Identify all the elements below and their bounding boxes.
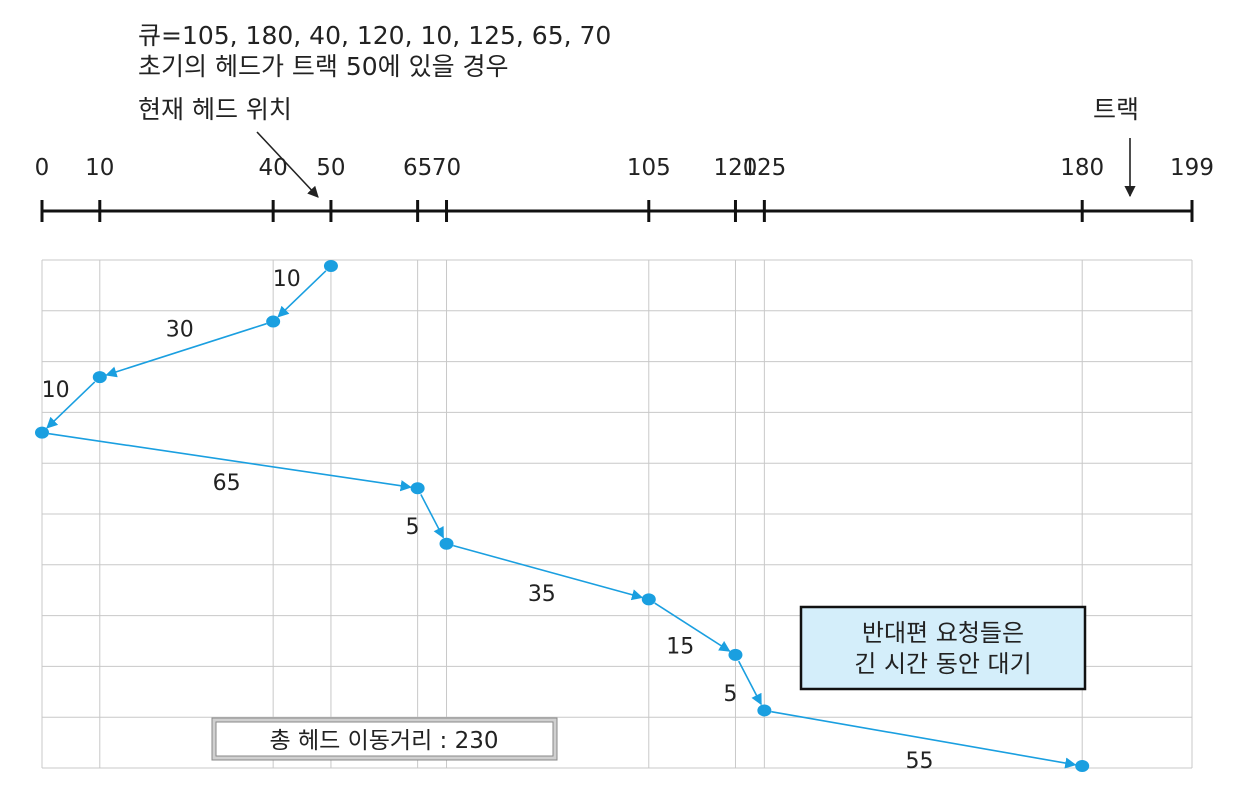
seek-point-10 <box>92 371 107 384</box>
tick-label-0: 0 <box>35 155 50 181</box>
current-head-pointer-arrow <box>256 131 319 198</box>
total-distance-box: 총 헤드 이동거리 : 230 <box>211 717 558 761</box>
callout-line-1: 반대편 요청들은 <box>862 619 1024 647</box>
total-distance-frame <box>215 721 554 757</box>
seek-point-50 <box>323 260 338 272</box>
distance-label: 35 <box>528 582 556 607</box>
callout-box <box>799 605 1087 691</box>
grid <box>41 259 1193 769</box>
track-label: 트랙 <box>1093 95 1139 124</box>
axis-ticks <box>40 200 1194 222</box>
seek-point-70 <box>439 537 454 550</box>
seek-segment <box>48 432 412 492</box>
callout-line-2: 긴 시간 동안 대기 <box>854 650 1031 678</box>
distance-label: 55 <box>905 749 933 774</box>
seek-segment <box>46 381 96 429</box>
distance-label: 65 <box>213 471 241 496</box>
seek-segment <box>453 544 644 601</box>
seek-segment <box>277 270 327 318</box>
distance-label: 10 <box>273 267 301 292</box>
seek-segment <box>737 660 762 706</box>
tick-label-10: 10 <box>85 155 114 181</box>
tick-label-40: 40 <box>259 155 288 181</box>
seek-point-40 <box>266 315 281 328</box>
queue-text: 큐=105, 180, 40, 120, 10, 125, 65, 70 <box>138 21 611 50</box>
distance-label: 30 <box>166 317 194 342</box>
distance-label: 5 <box>406 515 420 540</box>
seek-point-180 <box>1075 760 1090 772</box>
opposite-requests-callout: 반대편 요청들은 긴 시간 동안 대기 <box>799 605 1087 691</box>
tick-label-50: 50 <box>316 155 345 181</box>
seek-segment <box>654 602 731 652</box>
initial-head-text: 초기의 헤드가 트랙 50에 있을 경우 <box>138 52 509 81</box>
seek-point-0 <box>35 426 49 439</box>
seek-point-120 <box>728 648 743 661</box>
tick-label-180: 180 <box>1060 155 1104 181</box>
seek-segment <box>771 710 1077 769</box>
total-distance-label: 총 헤드 이동거리 : 230 <box>269 728 498 754</box>
seek-path <box>46 270 1077 769</box>
seek-segment <box>420 494 445 539</box>
seek-point-105 <box>641 593 656 606</box>
distance-label: 10 <box>42 378 70 403</box>
tick-label-105: 105 <box>627 155 671 181</box>
seek-point-125 <box>757 704 772 717</box>
seek-point-65 <box>410 482 425 495</box>
tick-label-65: 65 <box>403 155 432 181</box>
tick-label-70: 70 <box>432 155 461 181</box>
current-head-label: 현재 헤드 위치 <box>138 95 292 124</box>
seek-segment <box>105 322 267 378</box>
seek-points <box>35 260 1090 772</box>
tick-label-199: 199 <box>1170 155 1214 181</box>
tick-label-120: 120 <box>714 155 758 181</box>
distance-label: 15 <box>666 635 694 660</box>
tick-label-125: 125 <box>742 155 786 181</box>
distance-label: 5 <box>723 682 737 707</box>
